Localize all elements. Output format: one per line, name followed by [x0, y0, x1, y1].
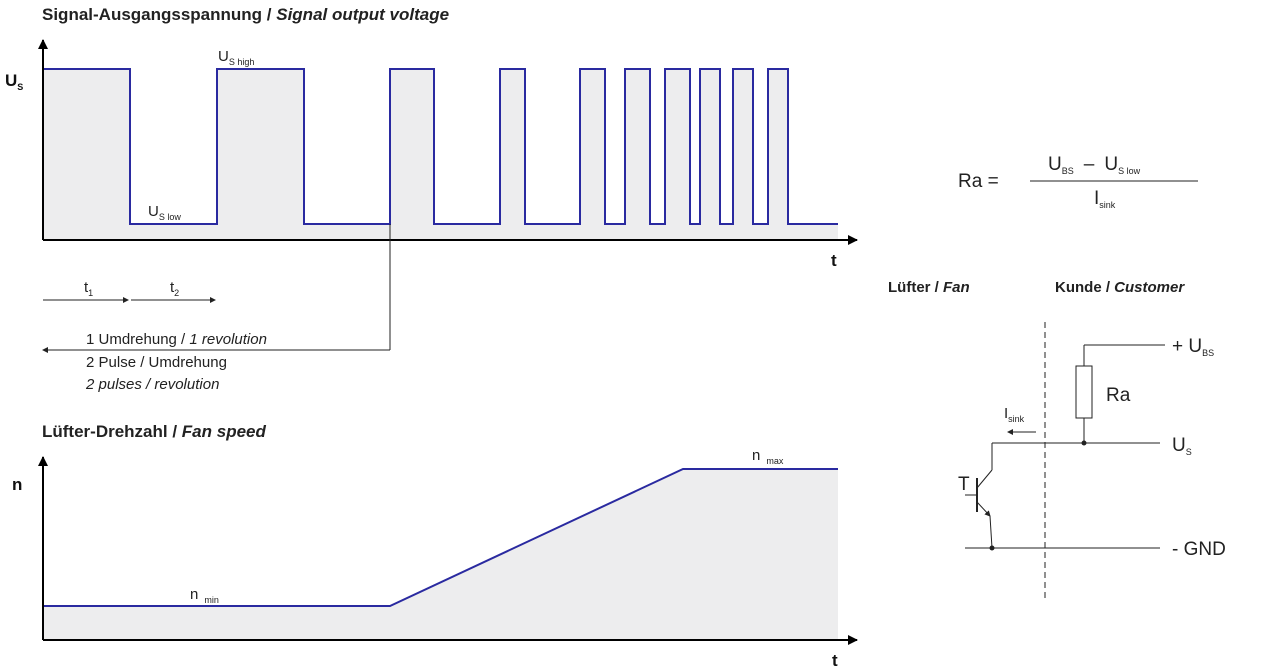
resistor-ra [1075, 365, 1093, 419]
u-s-low-label: US low [148, 203, 181, 222]
supply-label: + UBS [1172, 336, 1214, 358]
revolution-label: 1 Umdrehung / 1 revolution [86, 331, 267, 348]
signal-chart-title: Signal-Ausgangsspannung / Signal output … [42, 5, 449, 24]
t1-label: t1 [84, 279, 93, 298]
n-max-label: n max [752, 447, 784, 466]
u-s-high-label: US high [218, 48, 254, 67]
speed-chart-title: Lüfter-Drehzahl / Fan speed [42, 422, 266, 441]
pulses-label-en: 2 pulses / revolution [85, 376, 219, 393]
transistor-symbol [965, 443, 993, 549]
ra-formula: Ra = UBS – US low Isink [958, 154, 1198, 210]
t2-label: t2 [170, 279, 179, 298]
signal-label: US [1172, 435, 1192, 457]
fan-heading: Lüfter / Fan [888, 279, 970, 296]
formula-lhs: Ra = [958, 171, 999, 192]
isink-label: Isink [1004, 405, 1025, 424]
signal-area-fill [43, 69, 838, 240]
speed-area-fill [43, 469, 838, 640]
resistor-label: Ra [1106, 385, 1131, 406]
speed-curve [43, 468, 838, 607]
gnd-label: - GND [1172, 539, 1226, 560]
signal-node [1081, 440, 1087, 446]
signal-waveform [43, 68, 838, 225]
signal-y-axis-label: US [5, 71, 23, 92]
n-min-label: n min [190, 586, 219, 605]
signal-x-axis-label: t [831, 251, 837, 270]
customer-heading: Kunde / Customer [1055, 279, 1185, 296]
pulses-label-de: 2 Pulse / Umdrehung [86, 354, 227, 371]
transistor-label: T [958, 474, 970, 495]
speed-x-axis-label: t [832, 651, 838, 670]
formula-numerator: UBS – US low [1048, 154, 1141, 176]
gnd-node [989, 545, 995, 551]
speed-y-axis-label: n [12, 475, 22, 494]
formula-denominator: Isink [1094, 188, 1116, 210]
